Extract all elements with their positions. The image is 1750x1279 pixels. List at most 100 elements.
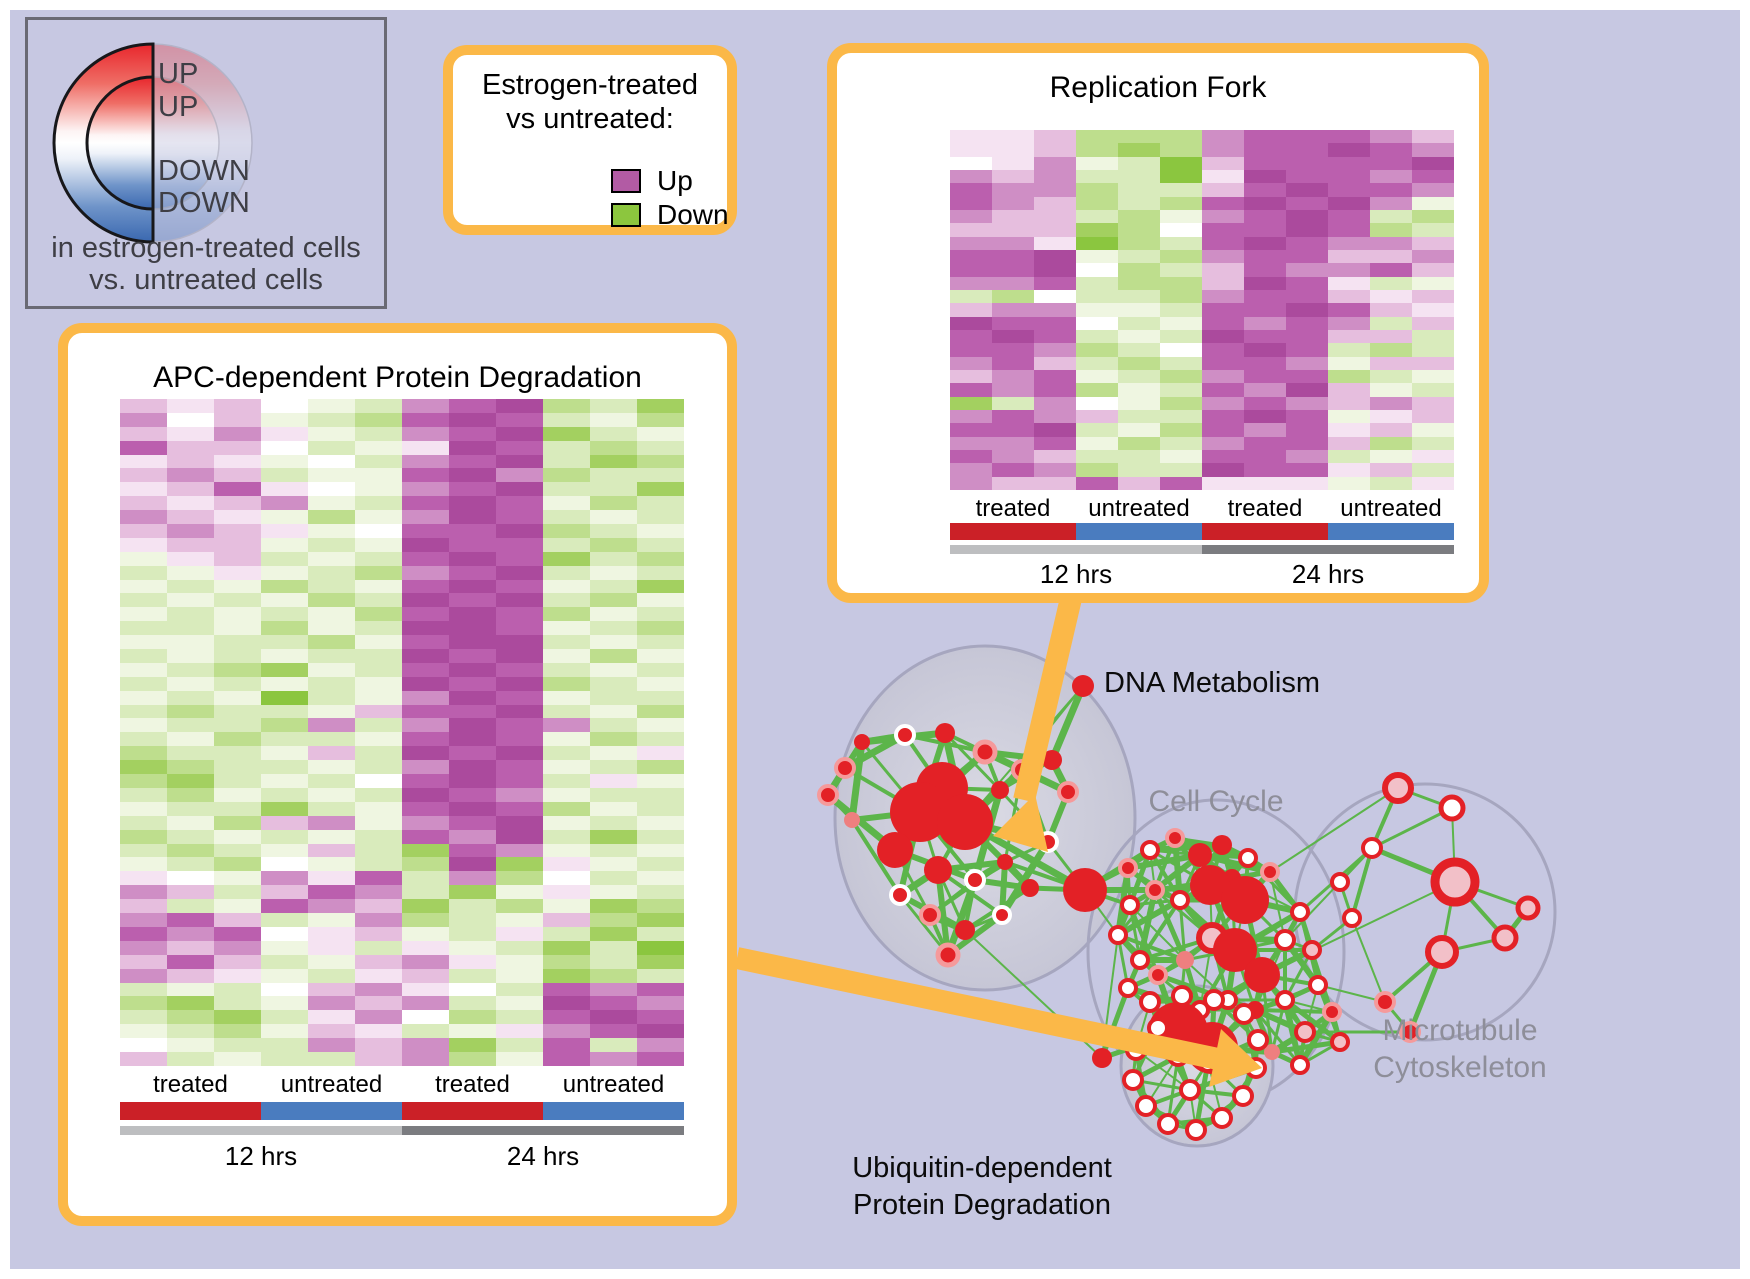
heatmap-cell (1076, 396, 1118, 410)
heatmap-cell (402, 1052, 449, 1066)
heatmap-cell (120, 774, 167, 788)
heatmap-cell (261, 899, 308, 914)
heatmap-cell (1034, 449, 1076, 464)
heatmap-cell (496, 1010, 543, 1025)
heatmap-cell (308, 801, 355, 816)
heatmap-cell (1286, 209, 1328, 224)
heatmap-cell (1076, 356, 1118, 370)
heatmap-cell (1412, 356, 1454, 370)
heatmap-cell (1286, 463, 1328, 477)
time-label: 12 hrs (224, 1141, 298, 1171)
heatmap-cell (120, 537, 167, 552)
heatmap-cell (1370, 449, 1412, 464)
heatmap-cell (214, 718, 261, 733)
heatmap-cell (355, 801, 402, 816)
heatmap-cell (637, 593, 684, 608)
heatmap-cell (120, 579, 167, 594)
heatmap-cell (355, 440, 402, 455)
heatmap-cell (261, 1052, 308, 1066)
heatmap-cell (355, 399, 402, 413)
heatmap-cell (637, 607, 684, 622)
heatmap-cell (167, 454, 214, 469)
heatmap-cell (1244, 383, 1286, 397)
heatmap-cell (992, 289, 1034, 304)
down-label: Down (657, 199, 729, 230)
heatmap-cell (261, 662, 308, 677)
heatmap-cell (449, 926, 496, 941)
heatmap-cell (261, 565, 308, 580)
legend-direction: UP (158, 91, 199, 123)
heatmap-cell (1244, 276, 1286, 290)
time-label: 12 hrs (1039, 559, 1113, 589)
heatmap-cell (543, 760, 590, 775)
heatmap-cell (637, 996, 684, 1011)
heatmap-cell (449, 537, 496, 552)
heatmap-cell (637, 676, 684, 691)
heatmap-cell (1286, 196, 1328, 210)
heatmap-cell (543, 440, 590, 455)
heatmap-cell (590, 885, 637, 900)
heatmap-cell (308, 482, 355, 497)
heatmap-cell (261, 454, 308, 469)
heatmap-cell (637, 524, 684, 538)
heatmap-cell (214, 774, 261, 788)
h24-bar-segment (1202, 545, 1454, 554)
heatmap-cell (1412, 463, 1454, 477)
heatmap-cell (1160, 423, 1202, 437)
heatmap-cell (214, 843, 261, 858)
heatmap-cell (1286, 396, 1328, 410)
heatmap-cell (261, 1038, 308, 1053)
heatmap-cell (543, 565, 590, 580)
heatmap-cell (1244, 316, 1286, 330)
heatmap-cell (590, 565, 637, 580)
heatmap-cell (261, 510, 308, 525)
heatmap-cell (1076, 369, 1118, 384)
heatmap-cell (402, 996, 449, 1011)
heatmap-cell (950, 156, 992, 170)
heatmap-cell (120, 885, 167, 900)
heatmap-cell (402, 968, 449, 983)
heatmap-cell (1328, 303, 1370, 317)
heatmap-cell (214, 885, 261, 900)
heatmap-cell (1328, 423, 1370, 437)
heatmap-cell (214, 690, 261, 705)
heatmap-cell (1370, 276, 1412, 290)
heatmap-cell (402, 440, 449, 455)
heatmap-cell (1286, 169, 1328, 184)
heatmap-cell (449, 704, 496, 719)
heatmap-cell (590, 801, 637, 816)
heatmap-cell (1202, 156, 1244, 170)
heatmap-cell (496, 496, 543, 511)
heatmap-cell (1412, 396, 1454, 410)
cluster-label-ubiquitin-degradation: Ubiquitin-dependent Protein Degradation (852, 1150, 1112, 1224)
heatmap-cell (449, 482, 496, 497)
heatmap-cell (355, 774, 402, 788)
heatmap-cell (1328, 409, 1370, 424)
heatmap-cell (261, 774, 308, 788)
heatmap-cell (120, 704, 167, 719)
heatmap-cell (1118, 276, 1160, 290)
heatmap-cell (449, 676, 496, 691)
heatmap-cell (637, 551, 684, 566)
treated-bar-segment (120, 1102, 261, 1120)
heatmap-cell (1370, 236, 1412, 250)
heatmap-cell (543, 954, 590, 969)
heatmap-cell (992, 383, 1034, 397)
heatmap-cell (1328, 383, 1370, 397)
heatmap-cell (120, 926, 167, 941)
heatmap-cell (496, 524, 543, 538)
heatmap-cell (496, 579, 543, 594)
heatmap-cell (449, 496, 496, 511)
heatmap-cell (496, 621, 543, 636)
heatmap-cell (543, 968, 590, 983)
heatmap-cell (950, 196, 992, 210)
heatmap-cell (308, 468, 355, 483)
heatmap-cell (496, 885, 543, 900)
heatmap-cell (167, 774, 214, 788)
heatmap-cell (1202, 196, 1244, 210)
heatmap-cell (637, 482, 684, 497)
heatmap-cell (1202, 236, 1244, 250)
heatmap-cell (1118, 383, 1160, 397)
heatmap-cell (496, 468, 543, 483)
heatmap-cell (1328, 396, 1370, 410)
